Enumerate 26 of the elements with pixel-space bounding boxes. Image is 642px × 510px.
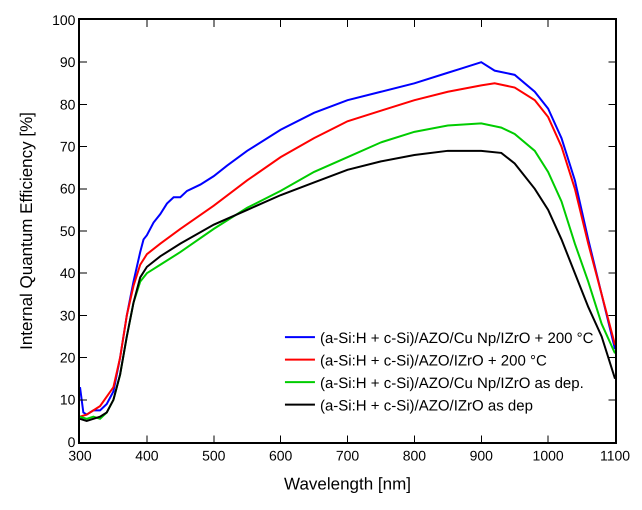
x-tick-label: 700 bbox=[336, 448, 360, 464]
y-tick-label: 60 bbox=[60, 180, 76, 197]
x-tick-label: 300 bbox=[68, 448, 92, 464]
x-tick-label: 1100 bbox=[600, 448, 630, 464]
y-tick-label: 100 bbox=[52, 12, 76, 28]
y-tick-label: 10 bbox=[60, 392, 76, 408]
y-tick-label: 70 bbox=[60, 138, 76, 154]
y-tick-label: 50 bbox=[60, 222, 76, 239]
x-tick-label: 900 bbox=[470, 448, 494, 464]
legend-label: (a-Si:H + c-Si)/AZO/Cu Np/IZrO as dep. bbox=[320, 375, 584, 392]
y-tick-label: 0 bbox=[68, 434, 76, 450]
x-axis-title: Wavelength [nm] bbox=[284, 474, 411, 494]
y-tick-label: 30 bbox=[60, 307, 76, 324]
y-axis-title: Internal Quantum Efficiency [%] bbox=[17, 112, 36, 350]
legend-label: (a-Si:H + c-Si)/AZO/IZrO + 200 °C bbox=[320, 352, 547, 370]
x-tick-label: 500 bbox=[202, 448, 226, 464]
y-tick-label: 20 bbox=[60, 350, 76, 366]
y-tick-label: 90 bbox=[60, 54, 76, 70]
legend-label: (a-Si:H + c-Si)/AZO/IZrO as dep bbox=[320, 398, 533, 414]
y-tick-label: 40 bbox=[60, 265, 76, 282]
x-tick-label: 400 bbox=[135, 448, 159, 464]
y-tick-label: 80 bbox=[60, 96, 76, 112]
x-tick-label: 600 bbox=[268, 448, 293, 464]
x-tick-label: 1000 bbox=[532, 448, 564, 464]
legend-label: (a-Si:H + c-Si)/AZO/Cu Np/IZrO + 200 °C bbox=[320, 330, 594, 347]
x-tick-label: 800 bbox=[402, 448, 426, 464]
